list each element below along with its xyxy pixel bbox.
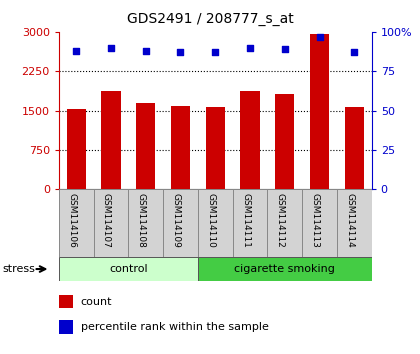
- Text: GSM114113: GSM114113: [310, 193, 320, 248]
- Bar: [59, 320, 73, 334]
- Text: GSM114111: GSM114111: [241, 193, 250, 248]
- Text: GSM114106: GSM114106: [67, 193, 76, 248]
- Text: GSM114114: GSM114114: [345, 193, 354, 247]
- Bar: [171, 107, 190, 189]
- Bar: [337, 189, 372, 257]
- Bar: [59, 257, 198, 281]
- Bar: [275, 94, 294, 189]
- Bar: [233, 189, 268, 257]
- Bar: [310, 34, 329, 189]
- Text: count: count: [81, 297, 112, 307]
- Text: GSM114112: GSM114112: [276, 193, 285, 247]
- Point: [247, 45, 253, 50]
- Point: [142, 48, 149, 53]
- Bar: [129, 189, 163, 257]
- Text: GSM114110: GSM114110: [206, 193, 215, 248]
- Bar: [136, 103, 155, 189]
- Text: GSM114108: GSM114108: [137, 193, 146, 248]
- Point: [73, 48, 79, 53]
- Bar: [101, 91, 121, 189]
- Point: [177, 50, 184, 55]
- Point: [351, 50, 358, 55]
- Text: percentile rank within the sample: percentile rank within the sample: [81, 322, 268, 332]
- Bar: [198, 257, 372, 281]
- Bar: [198, 189, 233, 257]
- Bar: [67, 109, 86, 189]
- Text: cigarette smoking: cigarette smoking: [234, 264, 335, 274]
- Bar: [206, 108, 225, 189]
- Point: [212, 50, 219, 55]
- Text: GSM114109: GSM114109: [171, 193, 181, 248]
- Bar: [345, 107, 364, 189]
- Bar: [302, 189, 337, 257]
- Text: GSM114107: GSM114107: [102, 193, 111, 248]
- Bar: [241, 91, 260, 189]
- Text: control: control: [109, 264, 148, 274]
- Point: [281, 46, 288, 52]
- Text: GDS2491 / 208777_s_at: GDS2491 / 208777_s_at: [126, 12, 294, 27]
- Bar: [59, 189, 94, 257]
- Bar: [59, 295, 73, 308]
- Point: [316, 34, 323, 39]
- Text: stress: stress: [2, 264, 35, 274]
- Bar: [163, 189, 198, 257]
- Bar: [94, 189, 129, 257]
- Bar: [268, 189, 302, 257]
- Point: [108, 45, 114, 50]
